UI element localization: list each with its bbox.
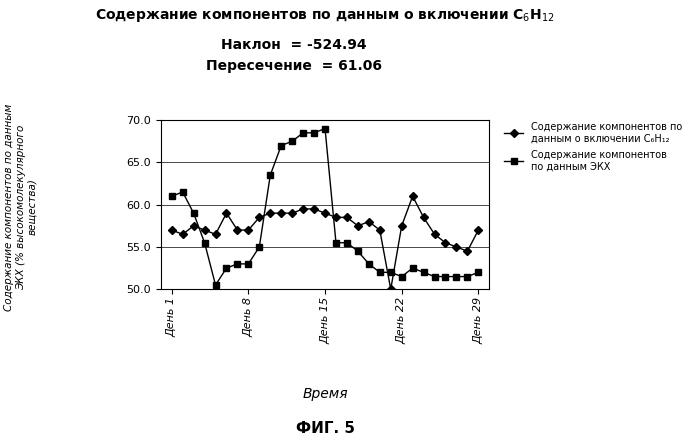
Text: ФИГ. 5: ФИГ. 5: [296, 421, 354, 436]
Text: Время: Время: [302, 387, 348, 401]
Содержание компонентов
по данным ЭКХ: [408, 265, 417, 271]
Содержание компонентов по
данным о включении C₆H₁₂: [431, 231, 439, 237]
Text: Содержание компонентов по данным о включении C$_6$H$_{12}$: Содержание компонентов по данным о включ…: [95, 7, 555, 24]
Содержание компонентов
по данным ЭКХ: [299, 130, 308, 135]
Содержание компонентов
по данным ЭКХ: [419, 270, 428, 275]
Содержание компонентов
по данным ЭКХ: [266, 172, 275, 178]
Text: Наклон  = -524.94: Наклон = -524.94: [221, 38, 366, 52]
Содержание компонентов по
данным о включении C₆H₁₂: [463, 248, 472, 254]
Содержание компонентов по
данным о включении C₆H₁₂: [299, 206, 308, 212]
Содержание компонентов
по данным ЭКХ: [474, 270, 482, 275]
Содержание компонентов
по данным ЭКХ: [288, 139, 296, 144]
Содержание компонентов
по данным ЭКХ: [255, 244, 264, 250]
Содержание компонентов по
данным о включении C₆H₁₂: [310, 206, 318, 212]
Содержание компонентов по
данным о включении C₆H₁₂: [332, 214, 340, 220]
Содержание компонентов по
данным о включении C₆H₁₂: [474, 227, 482, 233]
Содержание компонентов
по данным ЭКХ: [310, 130, 318, 135]
Legend: Содержание компонентов по
данным о включении C₆H₁₂, Содержание компонентов
по да: Содержание компонентов по данным о включ…: [504, 121, 682, 172]
Содержание компонентов по
данным о включении C₆H₁₂: [398, 223, 406, 228]
Line: Содержание компонентов
по данным ЭКХ: Содержание компонентов по данным ЭКХ: [169, 126, 481, 288]
Содержание компонентов по
данным о включении C₆H₁₂: [178, 231, 187, 237]
Содержание компонентов по
данным о включении C₆H₁₂: [419, 214, 428, 220]
Содержание компонентов
по данным ЭКХ: [431, 274, 439, 279]
Содержание компонентов по
данным о включении C₆H₁₂: [408, 194, 417, 199]
Содержание компонентов по
данным о включении C₆H₁₂: [452, 244, 461, 250]
Содержание компонентов
по данным ЭКХ: [398, 274, 406, 279]
Содержание компонентов
по данным ЭКХ: [452, 274, 461, 279]
Содержание компонентов по
данным о включении C₆H₁₂: [168, 227, 176, 233]
Содержание компонентов по
данным о включении C₆H₁₂: [222, 210, 231, 216]
Содержание компонентов по
данным о включении C₆H₁₂: [441, 240, 449, 246]
Содержание компонентов
по данным ЭКХ: [441, 274, 449, 279]
Содержание компонентов
по данным ЭКХ: [354, 248, 362, 254]
Содержание компонентов
по данным ЭКХ: [201, 240, 209, 246]
Содержание компонентов по
данным о включении C₆H₁₂: [354, 223, 362, 228]
Содержание компонентов по
данным о включении C₆H₁₂: [233, 227, 242, 233]
Содержание компонентов по
данным о включении C₆H₁₂: [211, 231, 219, 237]
Содержание компонентов
по данным ЭКХ: [321, 126, 329, 131]
Содержание компонентов по
данным о включении C₆H₁₂: [201, 227, 209, 233]
Text: Содержание компонентов по данным
ЭКХ (% высокомолекулярного
вещества): Содержание компонентов по данным ЭКХ (% …: [4, 103, 38, 311]
Содержание компонентов
по данным ЭКХ: [463, 274, 472, 279]
Содержание компонентов по
данным о включении C₆H₁₂: [375, 227, 384, 233]
Text: Пересечение  = 61.06: Пересечение = 61.06: [206, 59, 382, 73]
Содержание компонентов
по данным ЭКХ: [178, 190, 187, 195]
Содержание компонентов
по данным ЭКХ: [222, 265, 231, 271]
Содержание компонентов по
данным о включении C₆H₁₂: [244, 227, 252, 233]
Содержание компонентов
по данным ЭКХ: [343, 240, 351, 246]
Содержание компонентов
по данным ЭКХ: [244, 261, 252, 267]
Содержание компонентов по
данным о включении C₆H₁₂: [387, 287, 395, 292]
Содержание компонентов
по данным ЭКХ: [277, 143, 285, 148]
Содержание компонентов по
данным о включении C₆H₁₂: [266, 210, 275, 216]
Содержание компонентов по
данным о включении C₆H₁₂: [343, 214, 351, 220]
Line: Содержание компонентов по
данным о включении C₆H₁₂: Содержание компонентов по данным о включ…: [169, 194, 481, 292]
Содержание компонентов
по данным ЭКХ: [168, 194, 176, 199]
Содержание компонентов по
данным о включении C₆H₁₂: [189, 223, 198, 228]
Содержание компонентов по
данным о включении C₆H₁₂: [255, 214, 264, 220]
Содержание компонентов
по данным ЭКХ: [365, 261, 373, 267]
Содержание компонентов по
данным о включении C₆H₁₂: [321, 210, 329, 216]
Содержание компонентов
по данным ЭКХ: [189, 210, 198, 216]
Содержание компонентов по
данным о включении C₆H₁₂: [365, 219, 373, 224]
Содержание компонентов по
данным о включении C₆H₁₂: [288, 210, 296, 216]
Содержание компонентов
по данным ЭКХ: [211, 282, 219, 287]
Содержание компонентов
по данным ЭКХ: [375, 270, 384, 275]
Содержание компонентов
по данным ЭКХ: [332, 240, 340, 246]
Содержание компонентов
по данным ЭКХ: [387, 270, 395, 275]
Содержание компонентов по
данным о включении C₆H₁₂: [277, 210, 285, 216]
Содержание компонентов
по данным ЭКХ: [233, 261, 242, 267]
